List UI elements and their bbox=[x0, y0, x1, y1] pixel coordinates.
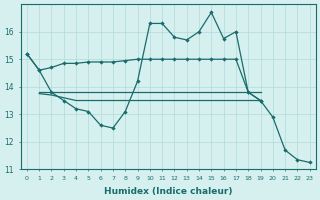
X-axis label: Humidex (Indice chaleur): Humidex (Indice chaleur) bbox=[104, 187, 233, 196]
